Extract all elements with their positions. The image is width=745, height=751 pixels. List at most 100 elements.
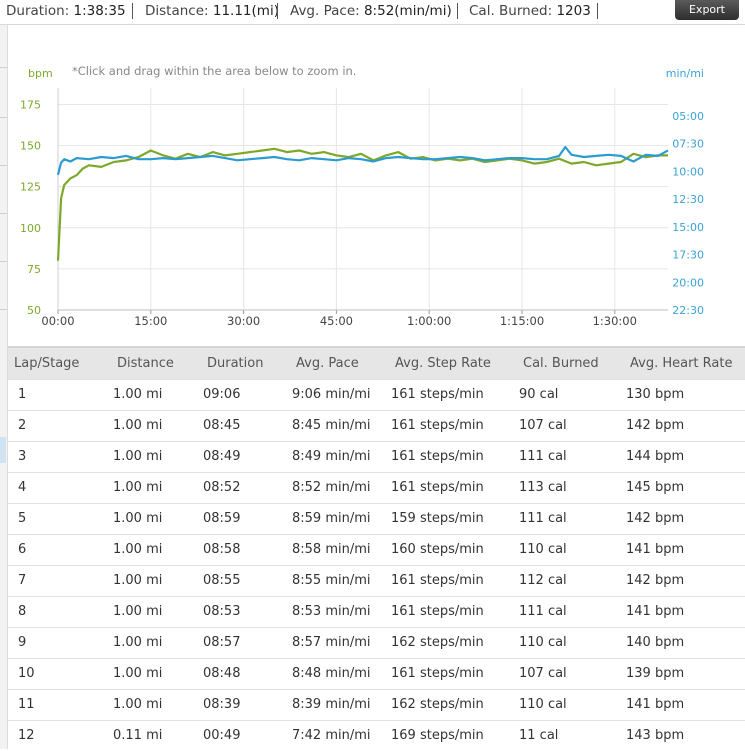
distance-stat: Distance: 11.11(mi) bbox=[145, 3, 279, 19]
step-rate-cell: 162 steps/min bbox=[391, 697, 484, 712]
pace-cell: 8:55 min/mi bbox=[292, 573, 371, 588]
duration-cell: 08:48 bbox=[203, 666, 241, 681]
duration-cell: 08:49 bbox=[203, 449, 241, 464]
heart-rate-cell: 142 bpm bbox=[626, 418, 685, 433]
distance-cell: 1.00 mi bbox=[113, 387, 163, 402]
lap-number-cell: 10 bbox=[18, 666, 35, 681]
laps-table: Lap/Stage Distance Duration Avg. Pace Av… bbox=[8, 348, 745, 751]
pace-cell: 8:49 min/mi bbox=[292, 449, 371, 464]
distance-cell: 1.00 mi bbox=[113, 418, 163, 433]
right-axis-unit: min/mi bbox=[666, 67, 704, 80]
duration-cell: 08:53 bbox=[203, 604, 241, 619]
x-tick-label: 1:30:00 bbox=[593, 314, 637, 328]
table-row[interactable]: 9 1.00 mi 08:57 8:57 min/mi 162 steps/min 110… bbox=[8, 627, 745, 658]
step-rate-cell: 159 steps/min bbox=[391, 511, 484, 526]
lap-number-cell: 9 bbox=[18, 635, 27, 650]
step-rate-cell: 161 steps/min bbox=[391, 666, 484, 681]
lap-number-cell: 11 bbox=[18, 697, 35, 712]
col-header-lap[interactable]: Lap/Stage bbox=[14, 355, 80, 371]
summary-bar: Duration: 1:38:35 Distance: 11.11(mi) Av… bbox=[0, 0, 745, 25]
table-row[interactable]: 12 0.11 mi 00:49 7:42 min/mi 169 steps/min 11… bbox=[8, 720, 745, 751]
distance-value: 11.11(mi) bbox=[212, 3, 279, 19]
calories-cell: 111 cal bbox=[519, 449, 567, 464]
grid-lines bbox=[57, 88, 668, 314]
x-tick-label: 1:15:00 bbox=[500, 314, 544, 328]
heart-rate-cell: 140 bpm bbox=[626, 635, 685, 650]
duration-value: 1:38:35 bbox=[73, 3, 126, 19]
calories-cell: 110 cal bbox=[519, 542, 567, 557]
left-tick-label: 150 bbox=[20, 140, 41, 153]
table-row[interactable]: 6 1.00 mi 08:58 8:58 min/mi 160 steps/min 110… bbox=[8, 534, 745, 565]
table-row[interactable]: 3 1.00 mi 08:49 8:49 min/mi 161 steps/min 111… bbox=[8, 441, 745, 472]
distance-cell: 1.00 mi bbox=[113, 697, 163, 712]
table-row[interactable]: 1 1.00 mi 09:06 9:06 min/mi 161 steps/min 90 … bbox=[8, 379, 745, 410]
calories-cell: 111 cal bbox=[519, 511, 567, 526]
distance-cell: 1.00 mi bbox=[113, 542, 163, 557]
calories-cell: 110 cal bbox=[519, 697, 567, 712]
table-row[interactable]: 10 1.00 mi 08:48 8:48 min/mi 161 steps/min 10… bbox=[8, 658, 745, 689]
workout-chart[interactable]: *Click and drag within the area below to… bbox=[8, 25, 745, 347]
table-row[interactable]: 2 1.00 mi 08:45 8:45 min/mi 161 steps/min 107… bbox=[8, 410, 745, 441]
divider bbox=[132, 3, 133, 19]
heart-rate-line bbox=[56, 147, 668, 261]
heart-rate-cell: 139 bpm bbox=[626, 666, 685, 681]
distance-cell: 1.00 mi bbox=[113, 449, 163, 464]
right-tick-label: 12:30 bbox=[672, 193, 704, 206]
table-row[interactable]: 8 1.00 mi 08:53 8:53 min/mi 161 steps/min 111… bbox=[8, 596, 745, 627]
lap-number-cell: 2 bbox=[18, 418, 27, 433]
heart-rate-cell: 141 bpm bbox=[626, 604, 685, 619]
divider bbox=[457, 3, 458, 19]
heart-rate-cell: 130 bpm bbox=[626, 387, 685, 402]
series-lines bbox=[56, 145, 669, 261]
duration-stat: Duration: 1:38:35 bbox=[6, 3, 126, 19]
distance-cell: 1.00 mi bbox=[113, 635, 163, 650]
pace-cell: 9:06 min/mi bbox=[292, 387, 371, 402]
step-rate-cell: 160 steps/min bbox=[391, 542, 484, 557]
step-rate-cell: 161 steps/min bbox=[391, 387, 484, 402]
calories-value: 1203 bbox=[556, 3, 591, 19]
left-axis-unit: bpm bbox=[28, 67, 53, 80]
table-row[interactable]: 7 1.00 mi 08:55 8:55 min/mi 161 steps/min 112… bbox=[8, 565, 745, 596]
right-tick-label: 22:30 bbox=[672, 304, 704, 317]
calories-cell: 11 cal bbox=[519, 728, 559, 744]
right-tick-label: 07:30 bbox=[672, 138, 704, 151]
distance-cell: 1.00 mi bbox=[113, 511, 163, 526]
right-tick-label: 10:00 bbox=[672, 165, 704, 178]
duration-cell: 08:59 bbox=[203, 511, 241, 526]
x-tick-label: 00:00 bbox=[41, 314, 74, 328]
table-row[interactable]: 4 1.00 mi 08:52 8:52 min/mi 161 steps/min 113… bbox=[8, 472, 745, 503]
col-header-calories[interactable]: Cal. Burned bbox=[523, 355, 599, 371]
right-tick-label: 05:00 bbox=[672, 110, 704, 123]
heart-rate-cell: 143 bpm bbox=[626, 728, 685, 744]
panel-divider bbox=[0, 213, 7, 214]
pace-cell: 8:53 min/mi bbox=[292, 604, 371, 619]
laps-table-container: Lap/Stage Distance Duration Avg. Pace Av… bbox=[8, 348, 745, 751]
col-header-duration[interactable]: Duration bbox=[207, 355, 264, 371]
pace-cell: 7:42 min/mi bbox=[292, 728, 371, 744]
chart-canvas[interactable]: *Click and drag within the area below to… bbox=[8, 25, 745, 347]
divider bbox=[277, 3, 278, 19]
export-button[interactable]: Export bbox=[675, 0, 739, 20]
pace-cell: 8:45 min/mi bbox=[292, 418, 371, 433]
panel-divider bbox=[0, 165, 7, 166]
left-tick-label: 75 bbox=[27, 263, 41, 276]
col-header-distance[interactable]: Distance bbox=[117, 355, 174, 371]
calories-cell: 110 cal bbox=[519, 635, 567, 650]
duration-cell: 08:55 bbox=[203, 573, 241, 588]
right-tick-label: 17:30 bbox=[672, 249, 704, 262]
distance-cell: 1.00 mi bbox=[113, 480, 163, 495]
table-row[interactable]: 5 1.00 mi 08:59 8:59 min/mi 159 steps/min 111… bbox=[8, 503, 745, 534]
col-header-heart-rate[interactable]: Avg. Heart Rate bbox=[630, 355, 733, 371]
heart-rate-cell: 142 bpm bbox=[626, 511, 685, 526]
calories-stat: Cal. Burned: 1203 bbox=[469, 3, 591, 19]
distance-label: Distance: bbox=[145, 3, 209, 19]
calories-cell: 111 cal bbox=[519, 604, 567, 619]
panel-divider bbox=[0, 261, 7, 262]
calories-cell: 113 cal bbox=[519, 480, 567, 495]
col-header-step-rate[interactable]: Avg. Step Rate bbox=[395, 355, 491, 371]
panel-divider bbox=[0, 309, 7, 310]
lap-number-cell: 7 bbox=[18, 573, 27, 588]
calories-cell: 90 cal bbox=[519, 387, 559, 402]
col-header-pace[interactable]: Avg. Pace bbox=[296, 355, 359, 371]
table-row[interactable]: 11 1.00 mi 08:39 8:39 min/mi 162 steps/min 11… bbox=[8, 689, 745, 720]
